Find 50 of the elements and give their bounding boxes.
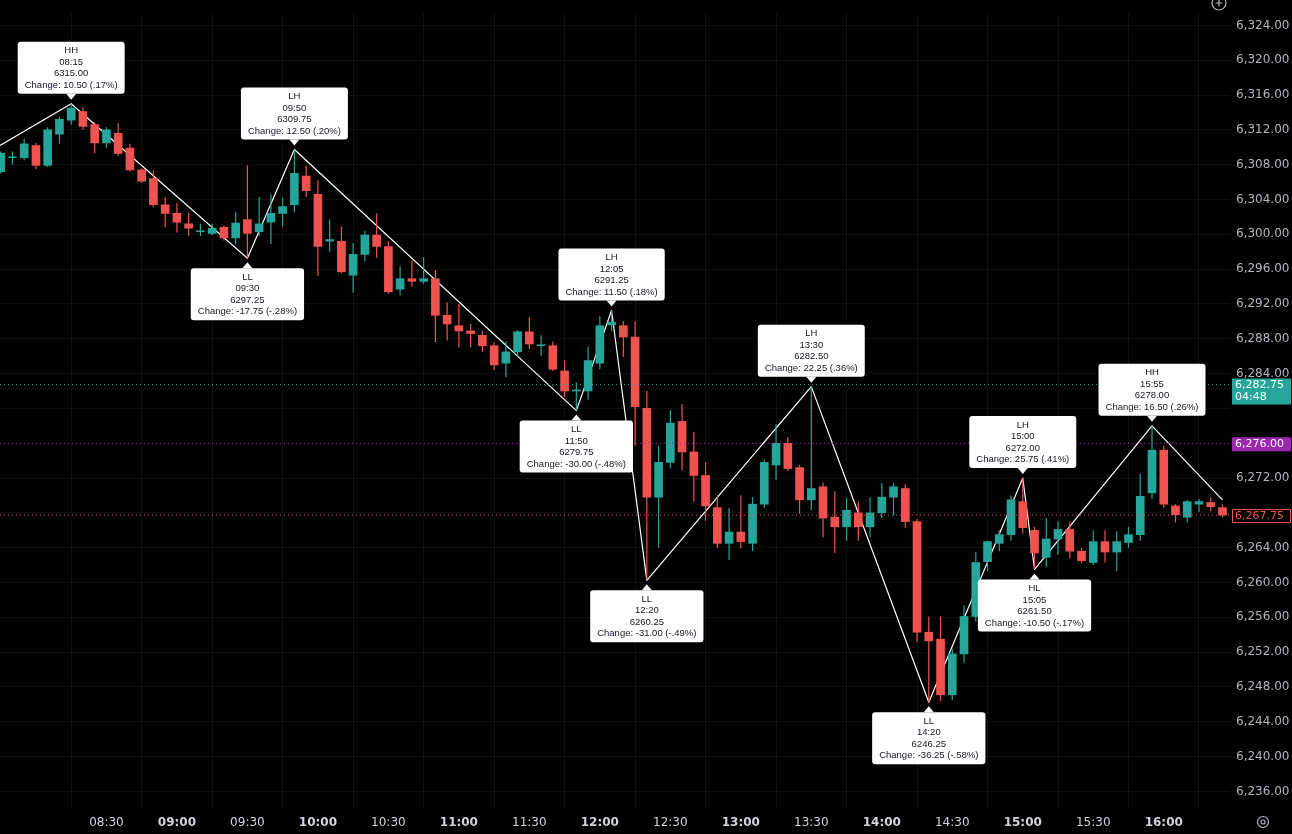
y-tick-label: 6,292.00	[1236, 296, 1290, 311]
annotation: HL 15:05 6261.50 Change: -10.50 (-.17%)	[984, 582, 1085, 628]
x-tick-label: 09:30	[230, 815, 265, 830]
ref-line-label: 6,276.00	[1235, 437, 1284, 451]
y-tick-label: 6,240.00	[1236, 748, 1290, 763]
y-tick-label: 6,252.00	[1236, 644, 1290, 659]
y-tick-label: 6,324.00	[1236, 17, 1290, 32]
x-tick-label: 08:30	[89, 815, 124, 830]
y-tick-label: 6,304.00	[1236, 191, 1290, 206]
annotation: LH 09:50 6309.75 Change: 12.50 (.20%)	[247, 90, 341, 136]
annotation: LL 12:20 6260.25 Change: -31.00 (-.49%)	[597, 592, 697, 639]
annotation: LL 11:50 6279.75 Change: -30.00 (-.48%)	[526, 423, 626, 469]
x-tick-label: 16:00	[1144, 815, 1183, 830]
annotation: LH 15:00 6272.00 Change: 25.75 (.41%)	[976, 418, 1070, 465]
y-tick-label: 6,320.00	[1236, 52, 1290, 67]
x-tick-label: 15:00	[1003, 815, 1042, 830]
x-tick-label: 14:30	[934, 815, 970, 830]
x-tick-label: 14:00	[862, 815, 901, 830]
y-tick-label: 6,284.00	[1236, 365, 1290, 380]
x-tick-label: 12:30	[653, 815, 688, 830]
ref-line-label: 6,282.75 04:48	[1235, 378, 1284, 404]
y-tick-label: 6,248.00	[1236, 679, 1290, 694]
annotation: LH 12:05 6291.25 Change: 11.50 (.18%)	[565, 251, 658, 297]
y-tick-label: 6,236.00	[1236, 783, 1290, 798]
x-tick-label: 13:30	[794, 815, 829, 830]
x-tick-label: 15:30	[1075, 815, 1111, 830]
annotation: LL 09:30 6297.25 Change: -17.75 (-.28%)	[197, 270, 298, 317]
y-tick-label: 6,300.00	[1236, 226, 1290, 241]
annotation: LL 14:20 6246.25 Change: -36.25 (-.58%)	[879, 714, 979, 761]
y-tick-label: 6,244.00	[1236, 713, 1290, 728]
y-tick-label: 6,308.00	[1236, 156, 1290, 171]
annotation: LH 13:30 6282.50 Change: 22.25 (.36%)	[764, 327, 858, 373]
y-tick-label: 6,316.00	[1236, 87, 1290, 102]
x-tick-label: 09:00	[157, 815, 197, 830]
y-tick-label: 6,272.00	[1236, 470, 1290, 485]
y-tick-label: 6,312.00	[1236, 121, 1290, 136]
y-tick-label: 6,296.00	[1236, 261, 1290, 276]
x-tick-label: 10:30	[371, 815, 406, 830]
x-tick-label: 12:00	[580, 815, 619, 830]
y-tick-label: 6,264.00	[1236, 539, 1290, 554]
y-tick-label: 6,256.00	[1236, 609, 1290, 624]
x-tick-label: 13:00	[721, 815, 760, 830]
x-tick-label: 10:00	[298, 815, 337, 830]
x-tick-label: 11:30	[512, 815, 547, 830]
x-tick-label: 11:00	[439, 815, 478, 830]
y-tick-label: 6,288.00	[1236, 330, 1290, 345]
annotation: HH 15:55 6278.00 Change: 16.50 (.26%)	[1105, 366, 1199, 412]
annotation: HH 08:15 6315.00 Change: 10.50 (.17%)	[24, 44, 118, 90]
y-tick-label: 6,260.00	[1236, 574, 1290, 589]
ref-line-label: 6,267.75	[1235, 508, 1284, 522]
